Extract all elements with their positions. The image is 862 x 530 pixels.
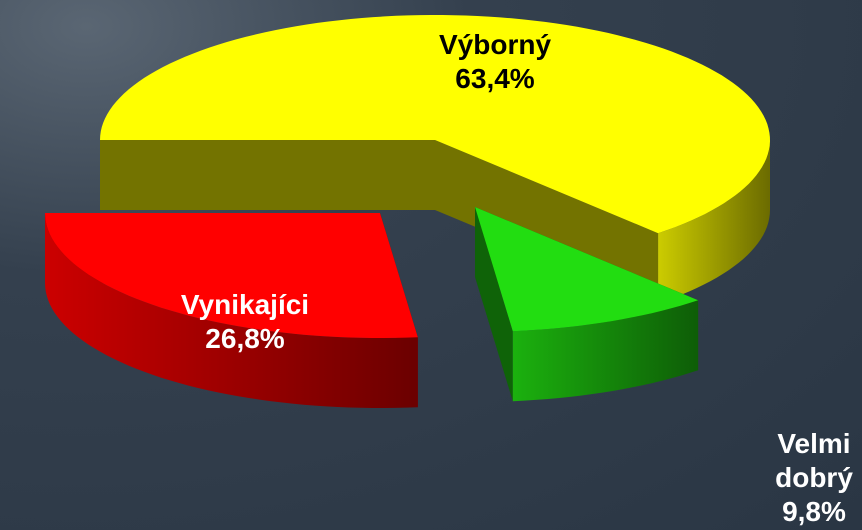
slice — [100, 15, 770, 234]
slice-side — [512, 300, 699, 402]
value-label: 26,8% — [205, 323, 285, 354]
slice — [45, 213, 418, 338]
category-label: Velmi dobrý — [775, 428, 853, 493]
value-label: 9,8% — [782, 496, 846, 527]
slice-label: Velmi dobrý 9,8% — [768, 427, 860, 529]
slice — [475, 207, 699, 332]
slice-wall — [100, 140, 435, 210]
category-label: Výborný — [438, 29, 552, 60]
slice-side — [658, 140, 770, 304]
slice-wall — [475, 207, 513, 402]
slice-label: Vynikajíci 26,8% — [145, 288, 345, 356]
category-label: Vynikajíci — [180, 289, 310, 320]
value-label: 63,4% — [455, 63, 535, 94]
slice-label: Výborný 63,4% — [395, 28, 595, 96]
slice-side — [45, 213, 418, 408]
